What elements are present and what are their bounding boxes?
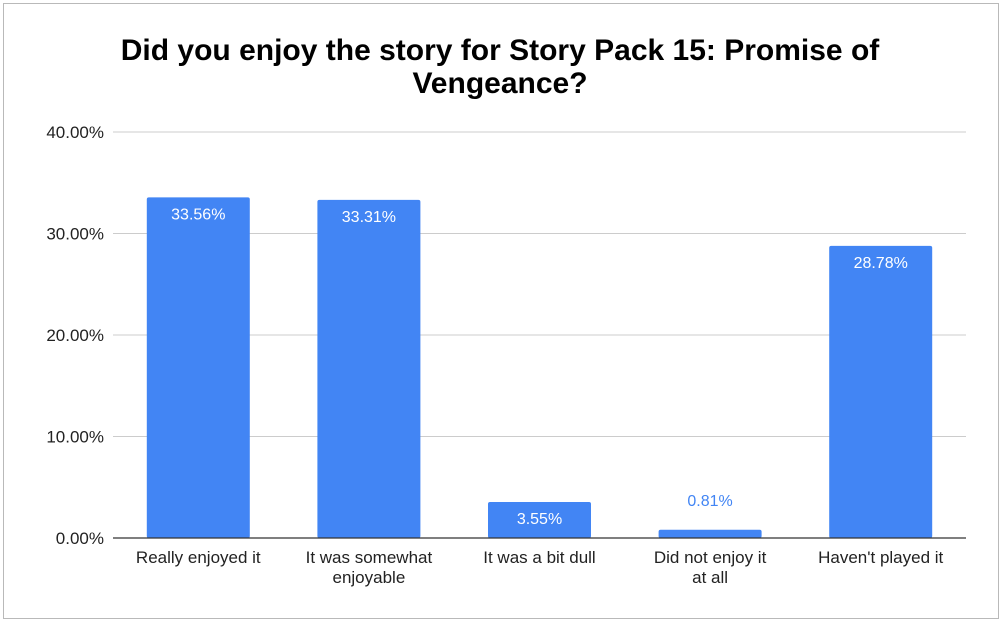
chart-title: Did you enjoy the story for Story Pack 1…	[120, 34, 880, 100]
bar	[658, 529, 762, 538]
x-tick-label: Did not enjoy it	[654, 548, 767, 567]
data-label: 33.31%	[342, 209, 396, 226]
y-tick-label: 10.00%	[46, 428, 104, 447]
y-tick-label: 30.00%	[46, 225, 104, 244]
data-label: 3.55%	[517, 511, 562, 528]
bar	[488, 501, 591, 538]
x-tick-label: It was somewhat	[306, 548, 433, 567]
data-label: 0.81%	[687, 493, 732, 510]
bar	[829, 245, 933, 538]
x-tick-label: at all	[692, 568, 728, 587]
x-tick-label: It was a bit dull	[483, 548, 595, 567]
bar	[146, 197, 250, 538]
data-label: 28.78%	[854, 255, 908, 272]
x-tick-label: Haven't played it	[818, 548, 943, 567]
y-tick-label: 40.00%	[46, 123, 104, 142]
data-label: 33.56%	[171, 206, 225, 223]
x-tick-label: Really enjoyed it	[136, 548, 261, 567]
y-tick-label: 20.00%	[46, 326, 104, 345]
bar	[317, 199, 421, 538]
x-tick-label: enjoyable	[333, 568, 406, 587]
y-tick-label: 0.00%	[56, 529, 104, 548]
